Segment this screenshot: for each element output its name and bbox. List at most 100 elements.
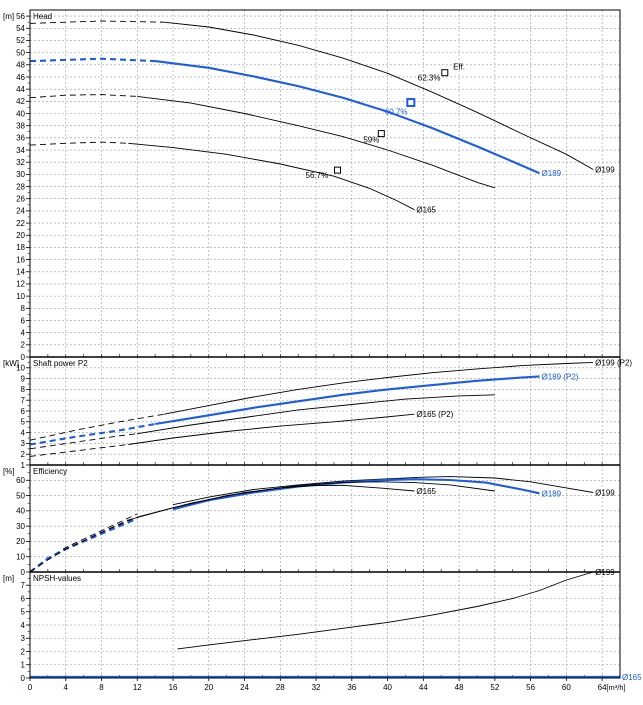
y-tick-label: 0 [21, 674, 26, 683]
y-tick-label: 20 [16, 537, 25, 546]
y-unit-label: [m] [3, 574, 14, 583]
panel-efficiency: 0 10 20 30 40 50 60[%] Efficiency Ø199 Ø189 Ø165 [3, 464, 621, 577]
y-tick-label: 28 [16, 182, 25, 191]
x-tick-label: 36 [347, 683, 356, 692]
y-unit-label: [%] [3, 467, 15, 476]
y-tick-label: 50 [16, 48, 25, 57]
x-tick-label: 8 [99, 683, 104, 692]
y-tick-label: 4 [21, 328, 26, 337]
curve-Ø165 [128, 484, 415, 521]
y-tick-label: 42 [16, 97, 25, 106]
annotation: Eff. [453, 63, 465, 72]
series-label: Ø199 [595, 165, 615, 174]
series-label: Ø199 [595, 489, 615, 498]
y-tick-label: 1 [21, 661, 26, 670]
y-tick-label: 34 [16, 146, 25, 155]
y-tick-label: 22 [16, 219, 25, 228]
panel-title: NPSH-values [33, 574, 81, 583]
panel-power: 1 2 3 45 6 7 8 910[kW] Shaft power P2 Ø199 (P2) Ø1… [3, 356, 632, 470]
x-tick-label: 24 [240, 683, 249, 692]
y-tick-label: 0 [21, 353, 26, 362]
x-axis: 0 4 8 12 16 20 24 28 32 36 40 44 48 52 56 60 64 [m³/h] [28, 678, 626, 692]
y-tick-label: 10 [16, 292, 25, 301]
y-tick-label: 38 [16, 121, 25, 130]
y-tick-label: 3 [21, 634, 26, 643]
x-tick-label: 0 [28, 683, 33, 692]
efficiency-label: 60.7% [385, 108, 408, 117]
y-tick-label: 46 [16, 73, 25, 82]
y-tick-label: 3 [21, 439, 26, 448]
curve-Ø199 [164, 361, 594, 415]
y-tick-label: 52 [16, 36, 25, 45]
panel-title: Shaft power P2 [33, 359, 88, 368]
series-label: Ø189 [542, 489, 562, 498]
y-tick-label: 9 [21, 374, 26, 383]
x-tick-label: 60 [562, 683, 571, 692]
y-unit-label: [kW] [3, 359, 19, 368]
curve-Ø189 [155, 375, 540, 426]
x-tick-label: 28 [276, 683, 285, 692]
curve-Ø189 [155, 60, 540, 175]
y-tick-label: 7 [21, 396, 26, 405]
panel-head: 0246810121416182022242628303234363840424… [3, 9, 621, 362]
x-tick-label: 48 [455, 683, 464, 692]
curve-dashed-Ø199 [29, 413, 165, 441]
y-tick-label: 30 [16, 170, 25, 179]
y-tick-label: 8 [21, 385, 26, 394]
curve-Ø165 [128, 142, 415, 211]
y-tick-label: 12 [16, 280, 25, 289]
curve-Ø199 [172, 476, 594, 506]
y-tick-label: 5 [21, 608, 26, 617]
y-tick-label: 8 [21, 304, 26, 313]
curve-Ø199 [177, 571, 594, 650]
efficiency-marker [377, 130, 385, 138]
panel-background [30, 357, 620, 465]
x-tick-label: 52 [490, 683, 499, 692]
y-tick-label: 10 [16, 364, 25, 373]
y-tick-label: 40 [16, 507, 25, 516]
series-label: Ø189 [542, 169, 562, 178]
curve-Ø175 [137, 95, 495, 189]
curve-dashed-Ø165 [29, 519, 129, 573]
y-tick-label: 16 [16, 255, 25, 264]
efficiency-marker [334, 166, 342, 174]
series-label: Ø165 [416, 487, 436, 496]
series-label: Ø165 (P2) [416, 410, 453, 419]
y-tick-label: 2 [21, 647, 26, 656]
series-label: Ø199 (P2) [595, 358, 632, 367]
x-unit-label: [m³/h] [606, 683, 625, 692]
y-tick-label: 40 [16, 109, 25, 118]
efficiency-label: 56.7% [306, 171, 329, 180]
y-tick-label: 24 [16, 207, 25, 216]
x-tick-label: 20 [204, 683, 213, 692]
y-tick-label: 32 [16, 158, 25, 167]
y-tick-label: 6 [21, 316, 26, 325]
y-tick-label: 6 [21, 594, 26, 603]
efficiency-label: 62.3% [418, 74, 441, 83]
y-tick-label: 0 [21, 568, 26, 577]
y-tick-label: 20 [16, 231, 25, 240]
y-tick-label: 48 [16, 61, 25, 70]
curve-dashed-Ø189 [29, 57, 156, 63]
y-tick-label: 10 [16, 553, 25, 562]
curve-Ø199 [164, 21, 594, 170]
series-label: Ø165 [622, 673, 642, 682]
y-tick-label: 26 [16, 195, 25, 204]
x-tick-label: 56 [526, 683, 535, 692]
panel-background [30, 572, 620, 678]
curve-dashed-Ø189 [29, 422, 156, 446]
curve-Ø189 [172, 478, 540, 511]
efficiency-marker [441, 69, 449, 77]
y-tick-label: 44 [16, 85, 25, 94]
curve-Ø165 [128, 413, 415, 445]
x-tick-label: 16 [169, 683, 178, 692]
curve-dashed-Ø165 [29, 141, 129, 146]
y-tick-label: 1 [21, 461, 26, 470]
x-tick-label: 64 [598, 683, 607, 692]
panel-background [30, 10, 620, 357]
panel-background [30, 465, 620, 572]
chart-panels: 0246810121416182022242628303234363840424… [3, 9, 642, 683]
x-tick-label: 4 [64, 683, 69, 692]
series-label: Ø165 [416, 206, 436, 215]
